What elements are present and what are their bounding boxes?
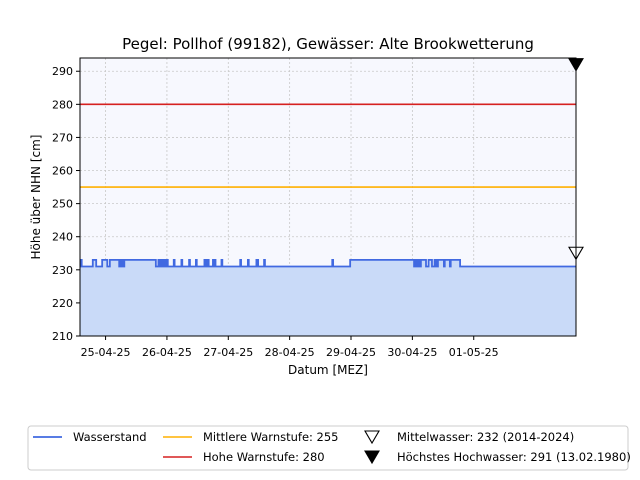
y-axis: 210 220 230 240 250 260 270 280 290 (52, 65, 80, 343)
y-tick-label: 210 (52, 330, 73, 343)
legend-label-hohe-warnstufe: Hohe Warnstufe: 280 (203, 450, 325, 464)
y-axis-label: Höhe über NHN [cm] (29, 135, 43, 260)
water-level-series (79, 258, 576, 268)
y-tick-label: 240 (52, 231, 73, 244)
legend-marker-mittelwasser (364, 430, 380, 445)
series-line-0 (79, 258, 576, 268)
legend: Wasserstand Mittlere Warnstufe: 255 Hohe W… (27, 425, 631, 471)
plot-frame (79, 57, 577, 337)
x-tick-label: 28-04-25 (265, 346, 315, 359)
x-tick-label: 29-04-25 (326, 346, 376, 359)
legend-label-hoechstes-hochwasser: Höchstes Hochwasser: 291 (13.02.1980) (397, 450, 631, 464)
y-tick-label: 270 (52, 131, 73, 144)
x-tick-label: 26-04-25 (142, 346, 192, 359)
chart-title: Pegel: Pollhof (99182), Gewässer: Alte B… (122, 35, 534, 53)
legend-label-mittelwasser: Mittelwasser: 232 (2014-2024) (397, 430, 574, 444)
y-tick-label: 230 (52, 264, 73, 277)
x-tick-label: 25-04-25 (81, 346, 131, 359)
water-level-area (80, 259, 576, 336)
y-tick-label: 290 (52, 65, 73, 78)
x-axis-label: Datum [MEZ] (288, 363, 368, 377)
y-tick-label: 280 (52, 98, 73, 111)
legend-marker-hoechstes-hochwasser (364, 450, 380, 465)
y-tick-label: 260 (52, 165, 73, 178)
x-tick-label: 27-04-25 (203, 346, 253, 359)
x-tick-label: 01-05-25 (449, 346, 499, 359)
y-tick-label: 250 (52, 198, 73, 211)
legend-label-wasserstand: Wasserstand (73, 430, 147, 444)
x-axis: 25-04-25 26-04-25 27-04-25 28-04-25 29-04-25… (81, 336, 499, 359)
x-tick-label: 30-04-25 (387, 346, 437, 359)
series-area-0 (80, 259, 576, 336)
reference-lines (80, 103, 576, 188)
legend-label-mittlere-warnstufe: Mittlere Warnstufe: 255 (203, 430, 339, 444)
y-tick-label: 220 (52, 297, 73, 310)
